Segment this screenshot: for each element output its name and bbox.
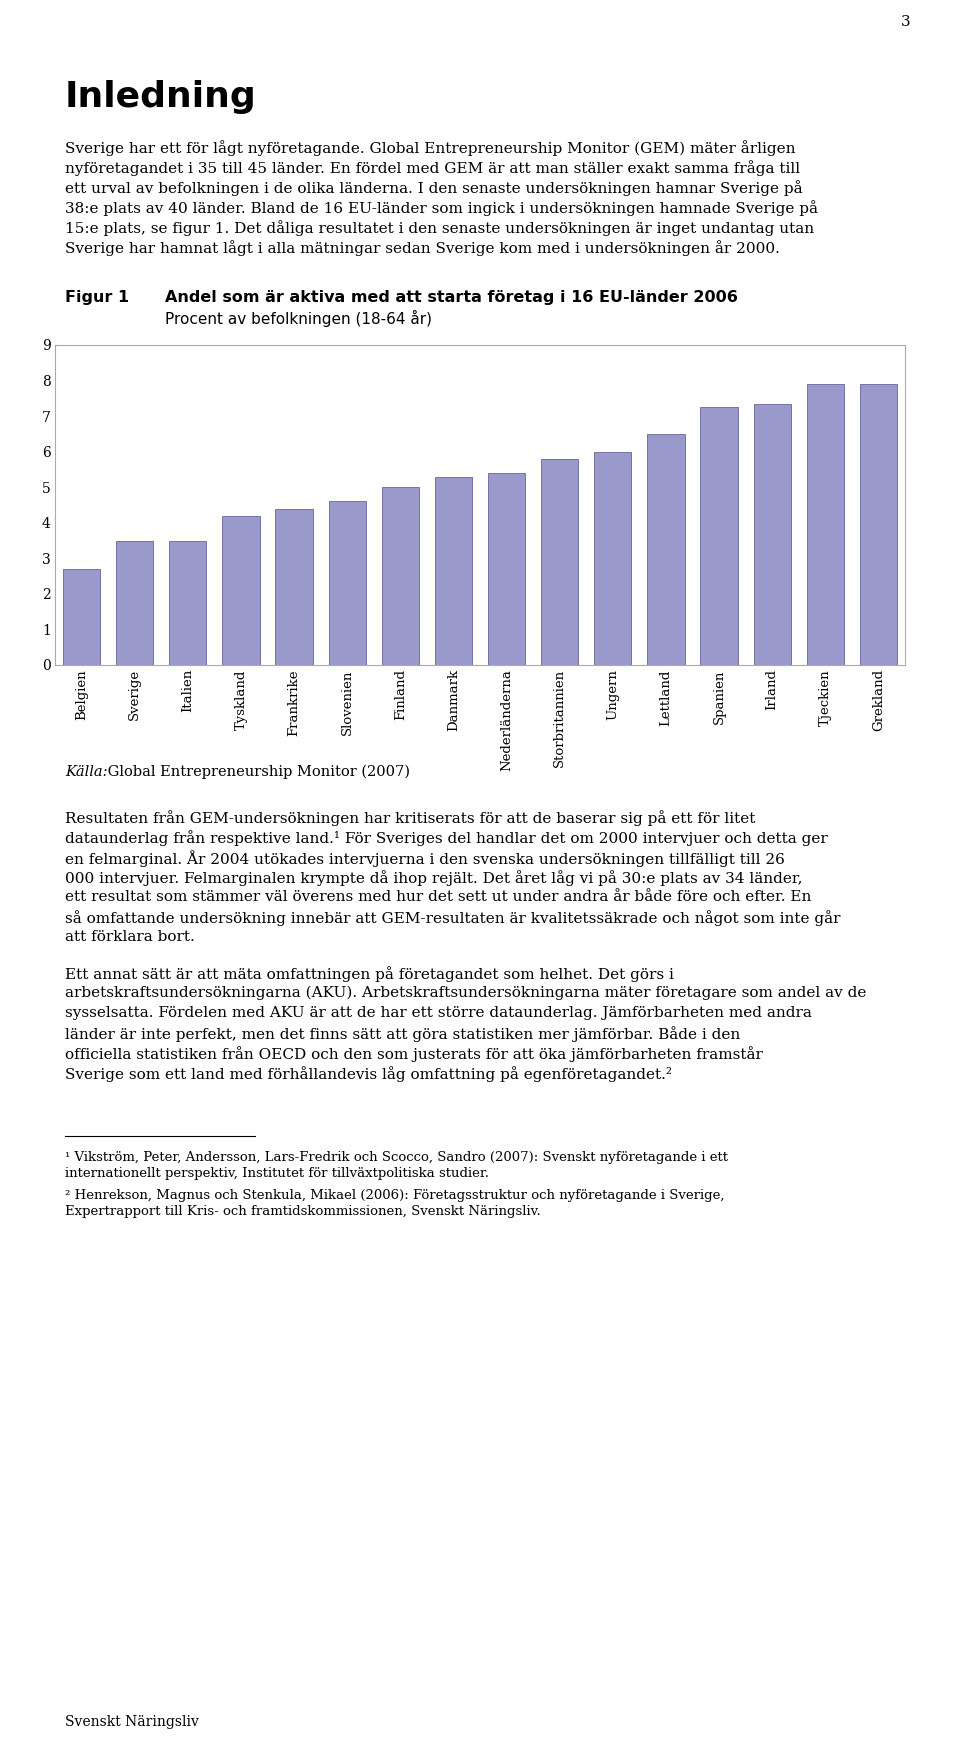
Text: Sverige har ett för lågt nyföretagande. Global Entrepreneurship Monitor (GEM) mä: Sverige har ett för lågt nyföretagande. … xyxy=(65,141,796,157)
Text: dataunderlag från respektive land.¹ För Sveriges del handlar det om 2000 intervj: dataunderlag från respektive land.¹ För … xyxy=(65,831,828,847)
Bar xyxy=(169,540,206,665)
Bar xyxy=(382,488,419,665)
Bar xyxy=(806,384,844,665)
Text: länder är inte perfekt, men det finns sätt att göra statistiken mer jämförbar. B: länder är inte perfekt, men det finns sä… xyxy=(65,1026,740,1042)
Bar xyxy=(223,516,259,665)
Text: 15:e plats, se figur 1. Det dåliga resultatet i den senaste undersökningen är in: 15:e plats, se figur 1. Det dåliga resul… xyxy=(65,220,814,236)
Text: Procent av befolkningen (18-64 år): Procent av befolkningen (18-64 år) xyxy=(165,310,432,327)
Bar xyxy=(860,384,897,665)
Text: 000 intervjuer. Felmarginalen krympte då ihop rejält. Det året låg vi på 30:e pl: 000 intervjuer. Felmarginalen krympte då… xyxy=(65,869,803,885)
Text: ett urval av befolkningen i de olika länderna. I den senaste undersökningen hamn: ett urval av befolkningen i de olika län… xyxy=(65,180,803,195)
Text: Sverige har hamnat lågt i alla mätningar sedan Sverige kom med i undersökningen : Sverige har hamnat lågt i alla mätningar… xyxy=(65,239,780,255)
Bar xyxy=(63,568,100,665)
Text: ett resultat som stämmer väl överens med hur det sett ut under andra år både för: ett resultat som stämmer väl överens med… xyxy=(65,891,811,905)
Bar xyxy=(594,452,632,665)
Text: Ett annat sätt är att mäta omfattningen på företagandet som helhet. Det görs i: Ett annat sätt är att mäta omfattningen … xyxy=(65,966,674,982)
Text: att förklara bort.: att förklara bort. xyxy=(65,929,195,943)
Text: Resultaten från GEM-undersökningen har kritiserats för att de baserar sig på ett: Resultaten från GEM-undersökningen har k… xyxy=(65,810,756,825)
Bar xyxy=(647,435,684,665)
Text: Källa:: Källa: xyxy=(65,766,108,780)
Text: Andel som är aktiva med att starta företag i 16 EU-länder 2006: Andel som är aktiva med att starta föret… xyxy=(165,290,738,304)
Text: 3: 3 xyxy=(900,16,910,28)
Text: Sverige som ett land med förhållandevis låg omfattning på egenföretagandet.²: Sverige som ett land med förhållandevis … xyxy=(65,1067,672,1082)
Text: Figur 1: Figur 1 xyxy=(65,290,130,304)
Text: Global Entrepreneurship Monitor (2007): Global Entrepreneurship Monitor (2007) xyxy=(103,766,410,780)
Text: internationellt perspektiv, Institutet för tillväxtpolitiska studier.: internationellt perspektiv, Institutet f… xyxy=(65,1167,489,1179)
Text: så omfattande undersökning innebär att GEM-resultaten är kvalitetssäkrade och nå: så omfattande undersökning innebär att G… xyxy=(65,910,841,926)
Bar xyxy=(541,459,578,665)
Bar xyxy=(701,407,737,665)
Text: sysselsatta. Fördelen med AKU är att de har ett större dataunderlag. Jämförbarhe: sysselsatta. Fördelen med AKU är att de … xyxy=(65,1007,812,1021)
Bar xyxy=(435,477,472,665)
Bar xyxy=(754,403,791,665)
Bar xyxy=(116,540,154,665)
Bar xyxy=(328,502,366,665)
Text: Inledning: Inledning xyxy=(65,79,256,114)
Bar xyxy=(276,509,313,665)
Text: Expertrapport till Kris- och framtidskommissionen, Svenskt Näringsliv.: Expertrapport till Kris- och framtidskom… xyxy=(65,1206,540,1218)
Text: arbetskraftsundersökningarna (AKU). Arbetskraftsundersökningarna mäter företagar: arbetskraftsundersökningarna (AKU). Arbe… xyxy=(65,986,866,1000)
Bar xyxy=(488,473,525,665)
Text: nyföretagandet i 35 till 45 länder. En fördel med GEM är att man ställer exakt s: nyföretagandet i 35 till 45 länder. En f… xyxy=(65,160,800,176)
Text: 38:e plats av 40 länder. Bland de 16 EU-länder som ingick i undersökningen hamna: 38:e plats av 40 länder. Bland de 16 EU-… xyxy=(65,201,818,216)
Text: officiella statistiken från OECD och den som justerats för att öka jämförbarhete: officiella statistiken från OECD och den… xyxy=(65,1045,763,1061)
Text: en felmarginal. År 2004 utökades intervjuerna i den svenska undersökningen tillf: en felmarginal. År 2004 utökades intervj… xyxy=(65,850,785,868)
Text: ¹ Vikström, Peter, Andersson, Lars-Fredrik och Scocco, Sandro (2007): Svenskt ny: ¹ Vikström, Peter, Andersson, Lars-Fredr… xyxy=(65,1151,728,1163)
Text: ² Henrekson, Magnus och Stenkula, Mikael (2006): Företagsstruktur och nyföretaga: ² Henrekson, Magnus och Stenkula, Mikael… xyxy=(65,1190,725,1202)
Text: Svenskt Näringsliv: Svenskt Näringsliv xyxy=(65,1714,199,1728)
